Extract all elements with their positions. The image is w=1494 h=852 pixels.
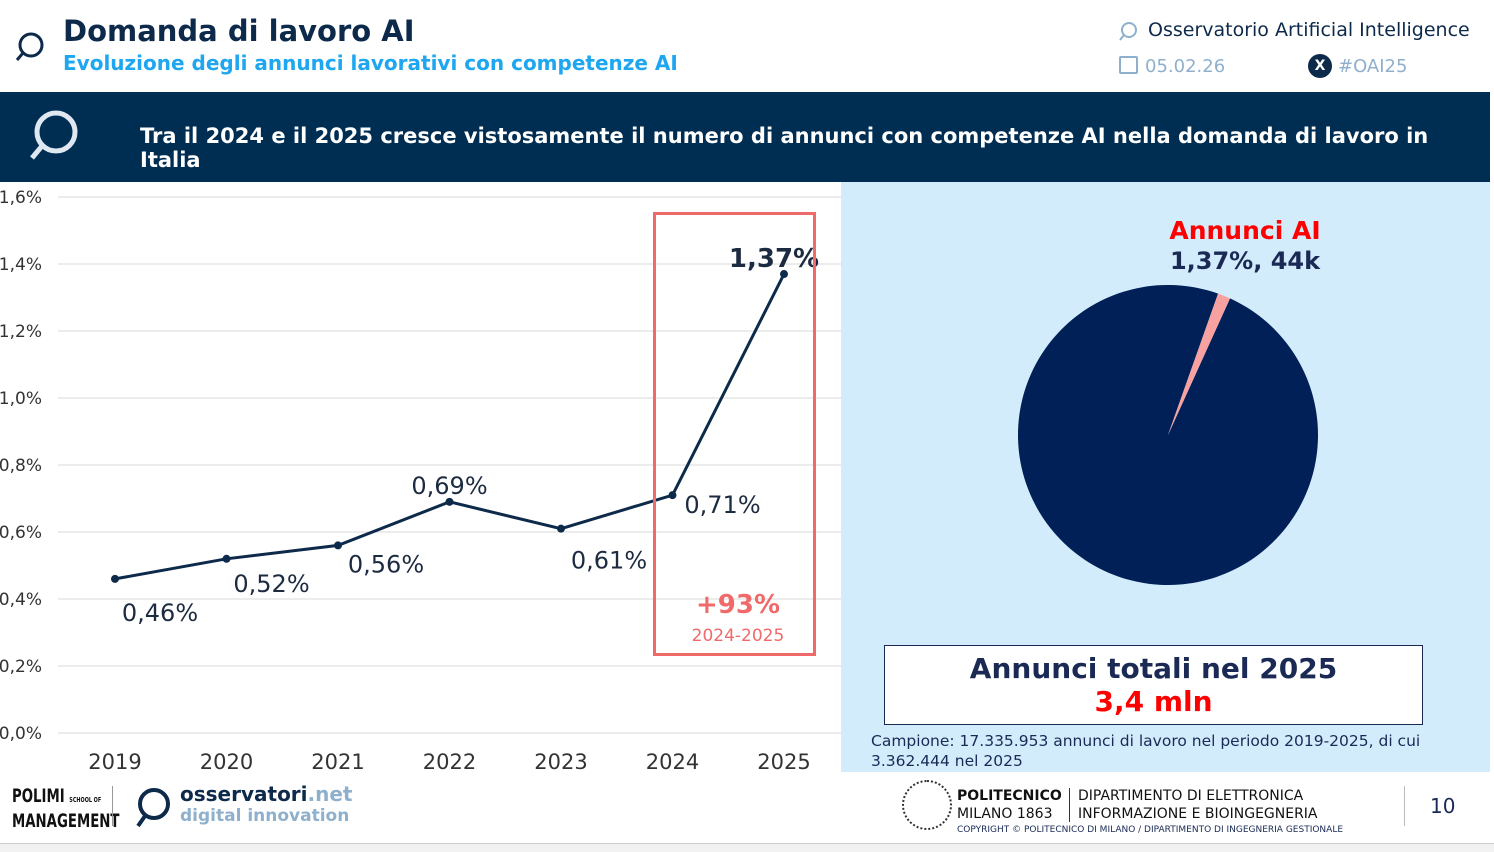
osservatori-logo: osservatori.net digital innovation — [180, 782, 353, 826]
highlight-period: 2024-2025 — [691, 626, 785, 646]
x-tick-label: 2020 — [200, 750, 253, 774]
y-tick-label: 1,2% — [0, 322, 42, 342]
observatory-icon — [1119, 22, 1137, 41]
x-tick-label: 2023 — [534, 750, 587, 774]
banner — [0, 92, 1490, 182]
observatory-name: Osservatorio Artificial Intelligence — [1148, 19, 1470, 41]
data-label: 0,71% — [684, 491, 760, 519]
totals-box: Annunci totali nel 2025 3,4 mln — [884, 645, 1423, 725]
hashtag: #OAI25 — [1338, 56, 1408, 77]
polimi-logo: POLIMI SCHOOL OF MANAGEMENT — [12, 785, 120, 832]
page-title: Domanda di lavoro AI — [63, 14, 415, 48]
y-tick-label: 0,6% — [0, 523, 42, 543]
data-point — [222, 554, 231, 563]
copyright: COPYRIGHT © POLITECNICO DI MILANO / DIPA… — [957, 825, 1344, 835]
y-tick-label: 0,0% — [0, 724, 42, 744]
highlight-box — [653, 212, 816, 656]
sample-note: Campione: 17.335.953 annunci di lavoro n… — [871, 732, 1421, 770]
data-label: 0,69% — [411, 472, 487, 500]
data-label: 0,52% — [233, 570, 309, 598]
line-chart: 0,0% 0,2% 0,4% 0,6% 0,8% 1,0% 1,2% 1,4% 1,6% 2019… — [0, 188, 841, 774]
data-point — [445, 497, 454, 506]
pie-annotation-title: Annunci AI — [1169, 216, 1321, 245]
data-point — [780, 270, 788, 279]
y-tick-label: 0,2% — [0, 657, 42, 677]
data-label: 0,56% — [348, 550, 424, 578]
data-point — [111, 574, 119, 583]
department: DIPARTIMENTO DI ELETTRONICA INFORMAZIONE … — [1078, 788, 1318, 822]
page-subtitle: Evoluzione degli annunci lavorativi con … — [63, 51, 678, 75]
y-tick-label: 0,8% — [0, 456, 42, 476]
banner-text: Tra il 2024 e il 2025 cresce vistosament… — [140, 124, 1429, 172]
data-point — [334, 541, 342, 550]
banner-search-icon — [30, 110, 78, 160]
y-tick-label: 1,4% — [0, 255, 42, 275]
page-number: 10 — [1430, 794, 1456, 818]
x-tick-label: 2025 — [757, 750, 810, 774]
politecnico-logo: POLITECNICO MILANO 1863 — [957, 788, 1062, 822]
calendar-icon — [1119, 56, 1138, 74]
x-twitter-icon[interactable]: X — [1308, 54, 1332, 78]
data-label: 0,61% — [571, 547, 647, 575]
totals-value: 3,4 mln — [1094, 685, 1213, 718]
data-point — [557, 524, 565, 533]
osservatori-logo-icon — [136, 788, 170, 828]
x-tick-label: 2024 — [646, 750, 699, 774]
y-tick-label: 1,6% — [0, 188, 42, 208]
data-point — [668, 491, 677, 500]
highlight-change: +93% — [695, 590, 781, 620]
x-tick-label: 2022 — [423, 750, 476, 774]
x-tick-label: 2019 — [88, 750, 141, 774]
pie-slice-ai — [1168, 293, 1231, 435]
y-tick-label: 1,0% — [0, 389, 42, 409]
politecnico-seal — [902, 780, 952, 830]
data-label: 0,46% — [122, 599, 198, 627]
footer: POLIMI SCHOOL OF MANAGEMENT osservatori.n… — [0, 772, 1494, 844]
pie-annotation-value: 1,37%, 44k — [1169, 247, 1321, 275]
search-logo-icon — [15, 32, 44, 61]
x-tick-label: 2021 — [311, 750, 364, 774]
pie-chart — [1018, 285, 1318, 585]
totals-title: Annunci totali nel 2025 — [969, 652, 1338, 685]
bottom-bar — [0, 843, 1494, 852]
data-label: 1,37% — [729, 244, 819, 274]
y-tick-label: 0,4% — [0, 590, 42, 610]
date: 05.02.26 — [1145, 56, 1226, 77]
